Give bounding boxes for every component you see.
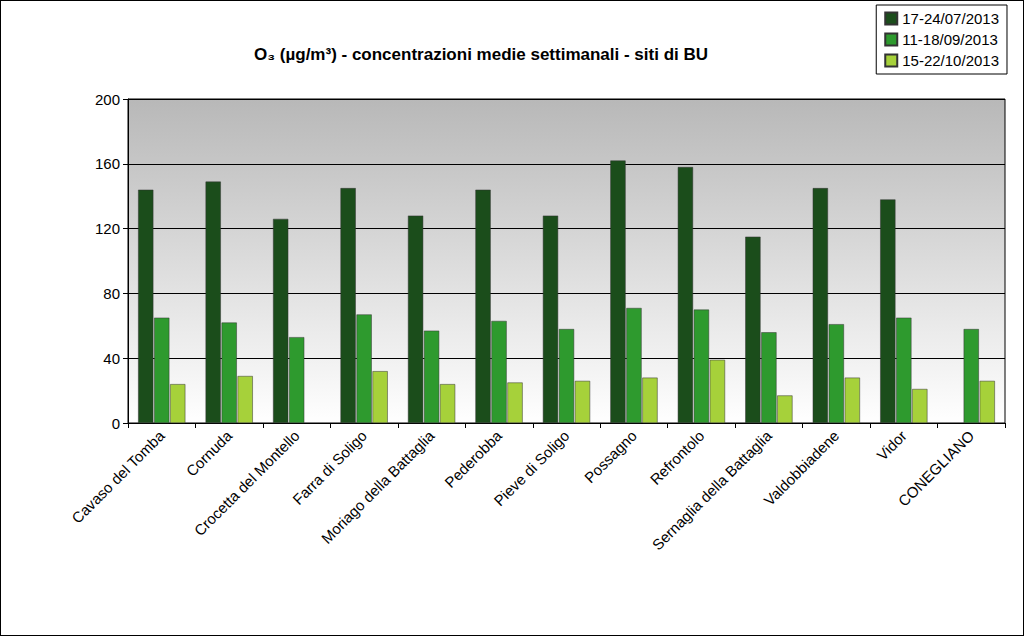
svg-text:0: 0: [112, 415, 120, 432]
svg-text:Valdobbiadene: Valdobbiadene: [760, 427, 842, 509]
svg-text:80: 80: [103, 285, 120, 302]
svg-text:Sernaglia della Battaglia: Sernaglia della Battaglia: [649, 427, 776, 554]
svg-text:40: 40: [103, 350, 120, 367]
svg-text:200: 200: [95, 91, 120, 108]
svg-text:Cavaso del Tomba: Cavaso del Tomba: [68, 427, 168, 527]
svg-text:Cornuda: Cornuda: [183, 427, 236, 480]
svg-text:15-22/10/2013: 15-22/10/2013: [902, 52, 999, 69]
svg-text:Farra di Soligo: Farra di Soligo: [289, 427, 371, 508]
svg-text:Moriago della Battaglia: Moriago della Battaglia: [318, 427, 438, 547]
svg-text:160: 160: [95, 155, 120, 172]
svg-text:CONEGLIANO: CONEGLIANO: [895, 427, 978, 510]
svg-text:Refrontolo: Refrontolo: [647, 427, 708, 488]
svg-text:Pieve di Soligo: Pieve di Soligo: [490, 427, 572, 509]
svg-text:Crocetta del Montello: Crocetta del Montello: [191, 427, 303, 539]
svg-text:11-18/09/2013: 11-18/09/2013: [902, 31, 998, 48]
svg-text:O₃ (µg/m³) - concentrazioni me: O₃ (µg/m³) - concentrazioni medie settim…: [254, 45, 708, 64]
svg-text:17-24/07/2013: 17-24/07/2013: [902, 10, 999, 27]
svg-text:Vidor: Vidor: [873, 427, 910, 464]
svg-text:Pederobba: Pederobba: [441, 427, 505, 491]
svg-text:Possagno: Possagno: [581, 427, 640, 486]
svg-text:120: 120: [95, 220, 120, 237]
